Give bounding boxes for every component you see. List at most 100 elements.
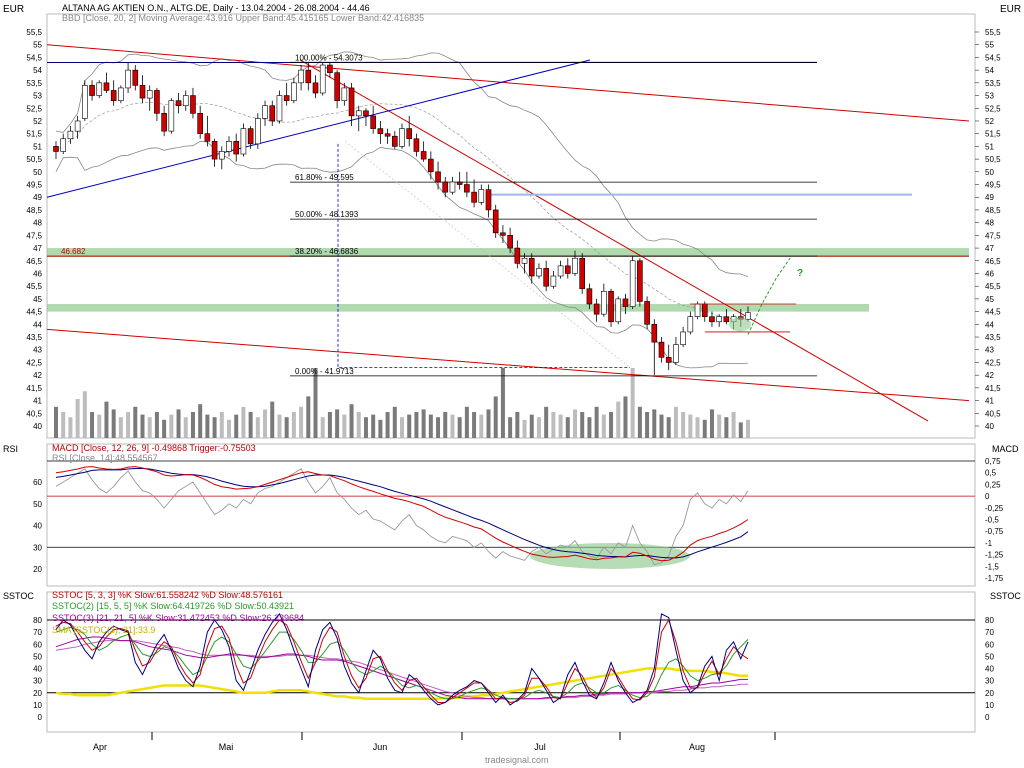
panel-frames xyxy=(46,13,976,733)
volume-bar xyxy=(147,417,152,438)
volume-bar xyxy=(363,417,368,438)
volume-bar xyxy=(645,412,650,438)
volume-bar xyxy=(126,412,131,438)
volume-bar xyxy=(176,409,181,438)
watermark: tradesignal.com xyxy=(485,755,549,765)
price-tick-left: 47,5 xyxy=(26,231,42,240)
sstoc-tick-right: 80 xyxy=(985,616,994,625)
volume-bar xyxy=(263,409,268,438)
candle-body xyxy=(456,181,463,185)
candle-body xyxy=(435,171,441,183)
volume-bar xyxy=(248,412,253,438)
candle-body xyxy=(291,82,297,101)
sstoc-legend-4: SMA [SSTOC(3), 21]:33.9 xyxy=(52,625,155,635)
volume-bar xyxy=(270,401,275,438)
volume-bar xyxy=(212,417,217,438)
sstoc-tick-left: 70 xyxy=(33,628,42,637)
price-tick-right: 54,5 xyxy=(985,53,1001,62)
candle-body xyxy=(132,69,139,86)
volume-bar xyxy=(522,419,527,438)
rsi-line xyxy=(55,468,749,566)
rsi-tick: 40 xyxy=(33,522,42,531)
rsi-tick: 30 xyxy=(33,543,42,552)
macd-tick: 0,5 xyxy=(985,469,997,478)
candle-body xyxy=(485,189,492,211)
volume-bar xyxy=(695,417,700,438)
fib-diagonal xyxy=(344,141,631,368)
candle-body xyxy=(442,181,449,193)
volume-bar xyxy=(428,414,433,438)
x-month-label: Jun xyxy=(373,742,388,752)
candle-body xyxy=(399,128,405,147)
volume-bar xyxy=(205,414,210,438)
price-tick-left: 47 xyxy=(33,244,42,253)
price-tick-left: 48,5 xyxy=(26,206,42,215)
volume-bar xyxy=(587,417,592,438)
sstoc-tick-right: 10 xyxy=(985,701,994,710)
volume-bar xyxy=(601,414,606,438)
macd-tick: 0,25 xyxy=(985,480,1001,489)
candle-body xyxy=(298,69,304,84)
price-tick-left: 51,5 xyxy=(26,130,42,139)
price-tick-left: 54,5 xyxy=(26,53,42,62)
candle-body xyxy=(528,257,535,277)
candle-body xyxy=(53,146,59,152)
price-tick-left: 50,5 xyxy=(26,155,42,164)
volume-bar xyxy=(68,417,73,438)
volume-bar xyxy=(724,417,729,438)
volume-bar xyxy=(450,414,455,438)
price-tick-left: 52 xyxy=(33,117,42,126)
volume-bar xyxy=(313,368,318,438)
rsi-macd-panel: 20 30 40 50 60 0,75 0,5 0,25 0 -0,25 -0,5 -0,75 -1 -1… xyxy=(33,457,1004,583)
volume-bar xyxy=(104,401,109,438)
price-tick-left: 40,5 xyxy=(26,409,42,418)
price-tick-right: 53,5 xyxy=(985,79,1001,88)
volume-bar xyxy=(738,422,743,438)
candle-body xyxy=(543,268,549,287)
candle-body xyxy=(89,85,95,96)
x-month-label: Jul xyxy=(534,742,546,752)
volume-bar xyxy=(551,412,556,438)
macd-trigger-line xyxy=(55,468,749,559)
candle-body xyxy=(449,181,456,193)
sstoc-tick-left: 0 xyxy=(38,713,43,722)
volume-bar xyxy=(154,412,159,438)
candle-body xyxy=(716,316,722,323)
candle-body xyxy=(82,85,88,119)
volume-bar xyxy=(385,412,390,438)
candle-body xyxy=(139,85,146,99)
volume-bar xyxy=(508,417,513,438)
volume-bar xyxy=(219,412,224,438)
volume-bar xyxy=(414,412,419,438)
sstoc-legend-2: SSTOC(2) [15, 5, 5] %K Slow:64.419726 %D… xyxy=(52,601,294,611)
sstoc-tick-right: 20 xyxy=(985,689,994,698)
sstoc-tick-right: 60 xyxy=(985,640,994,649)
forecast-path xyxy=(747,257,791,335)
candle-body xyxy=(464,184,470,193)
price-tick-right: 46,5 xyxy=(985,257,1001,266)
x-month-label: Apr xyxy=(93,742,107,752)
volume-bar xyxy=(558,414,563,438)
candle-body xyxy=(536,268,542,277)
sstoc-panel: 0 0 10 10 20 20 30 30 40 40 50 50 60 60 70 70 80 80 xyxy=(33,612,994,722)
candle-body xyxy=(478,189,485,203)
fib-level-label: 61.80% - 49.595 xyxy=(295,173,354,182)
price-tick-right: 54 xyxy=(985,66,994,75)
price-tick-right: 44 xyxy=(985,320,994,329)
volume-bar xyxy=(356,412,361,438)
volume-bar xyxy=(702,419,707,438)
candle-body xyxy=(218,151,225,160)
volume-bar xyxy=(97,414,102,438)
sstoc1-d-line xyxy=(55,618,749,704)
sstoc-panel-label-right: SSTOC xyxy=(990,591,1021,601)
volume-bar xyxy=(61,412,66,438)
volume-bar xyxy=(688,414,693,438)
sstoc-tick-left: 60 xyxy=(33,640,42,649)
price-tick-right: 49 xyxy=(985,193,994,202)
candle-body xyxy=(564,265,571,274)
candle-body xyxy=(168,100,175,132)
price-tick-left: 44,5 xyxy=(26,308,42,317)
x-month-label: Mai xyxy=(219,742,234,752)
price-tick-left: 45 xyxy=(33,295,42,304)
candle-body xyxy=(413,138,420,152)
